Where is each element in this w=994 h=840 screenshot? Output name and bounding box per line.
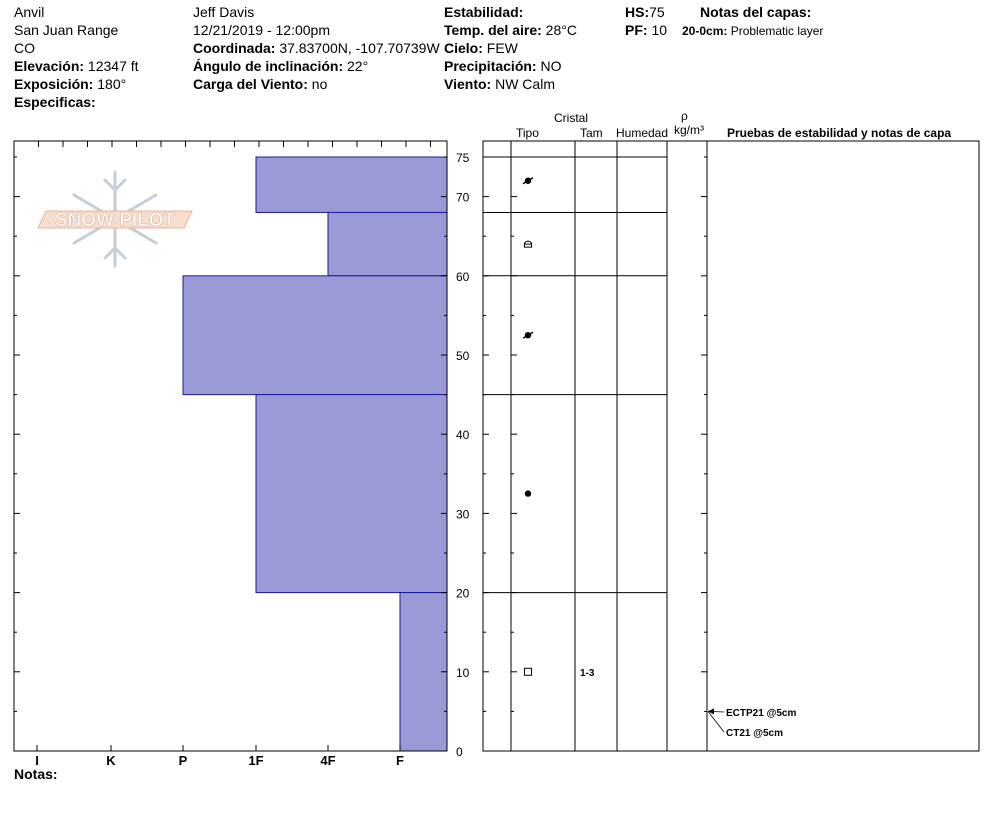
hardness-layer bbox=[327, 211, 448, 277]
hardness-tick-label: 4F bbox=[320, 753, 335, 768]
elevation-value: 12347 ft bbox=[87, 58, 139, 74]
hardness-tick-label: K bbox=[106, 753, 116, 768]
layer-table-frame bbox=[482, 140, 980, 752]
elevation-row: Elevación: 12347 ft bbox=[14, 58, 139, 74]
windload-value: no bbox=[311, 76, 328, 92]
layer-notes-label: Notas del capas: bbox=[700, 4, 812, 20]
rounded-grains-icon bbox=[524, 490, 532, 497]
hs-label: HS: bbox=[625, 4, 650, 20]
hardness-plot-frame bbox=[13, 140, 448, 752]
stability-label: Estabilidad: bbox=[444, 4, 524, 20]
sky-label: Cielo: bbox=[444, 40, 483, 56]
sky-row: Cielo: FEW bbox=[444, 40, 518, 56]
hardness-layer bbox=[255, 394, 448, 594]
windload-row: Carga del Viento: no bbox=[193, 76, 327, 92]
windload-label: Carga del Viento: bbox=[193, 76, 308, 92]
height-tick-label: 10 bbox=[456, 666, 470, 680]
logo-text: SNOW PILOT bbox=[55, 210, 176, 231]
crystal-size-label: 1-3 bbox=[580, 668, 595, 679]
col-type: Tipo bbox=[516, 126, 539, 140]
aspect-value: 180° bbox=[97, 76, 127, 92]
aspect-label: Exposición: bbox=[14, 76, 94, 92]
observer-name: Jeff Davis bbox=[193, 4, 255, 20]
col-rho: ρ bbox=[681, 109, 688, 123]
stability-tests: ECTP21 @5cm CT21 @5cm bbox=[707, 708, 796, 739]
airtemp-label: Temp. del aire: bbox=[444, 22, 542, 38]
coordinate-label: Coordinada: bbox=[193, 40, 276, 56]
range-name: San Juan Range bbox=[14, 22, 119, 38]
hs-value: 75 bbox=[649, 4, 665, 20]
rounded-faceted-icon bbox=[524, 240, 532, 248]
coordinate-value: 37.83700N, -107.70739W bbox=[279, 40, 440, 56]
layer-note-range: 20-0cm: bbox=[682, 24, 728, 38]
height-tick-label: 70 bbox=[456, 191, 470, 205]
table-column-lines bbox=[510, 141, 708, 751]
elevation-label: Elevación: bbox=[14, 58, 85, 74]
height-tick-label: 60 bbox=[456, 270, 470, 284]
test-label: ECTP21 @5cm bbox=[726, 708, 796, 719]
col-tests: Pruebas de estabilidad y notas de capa bbox=[727, 126, 952, 140]
hardness-layer bbox=[255, 156, 448, 213]
height-tick-label: 20 bbox=[456, 587, 470, 601]
snowpilot-logo: SNOW PILOT bbox=[37, 170, 193, 268]
wind-row: Viento: NW Calm bbox=[444, 76, 555, 92]
col-moisture: Humedad bbox=[616, 126, 669, 140]
location-name: Anvil bbox=[14, 4, 45, 20]
wind-value: NW Calm bbox=[495, 76, 555, 92]
slope-row: Ángulo de inclinación: 22° bbox=[193, 58, 368, 74]
decomposing-fragments-slash bbox=[522, 177, 534, 185]
table-row-lines bbox=[483, 156, 667, 594]
sky-value: FEW bbox=[486, 40, 518, 56]
layer-note-row: 20-0cm: Problematic layer bbox=[682, 23, 823, 39]
aspect-row: Exposición: 180° bbox=[14, 76, 126, 92]
hardness-layer bbox=[182, 275, 448, 396]
height-tick-label: 75 bbox=[456, 151, 470, 165]
notes-label: Notas: bbox=[14, 766, 58, 782]
hs-row: HS:75 bbox=[625, 4, 665, 20]
pf-value: 10 bbox=[651, 22, 668, 38]
height-tick-label: 40 bbox=[456, 428, 470, 442]
pf-label: PF: bbox=[625, 22, 648, 38]
col-size: Tam bbox=[580, 126, 603, 140]
faceted-crystals-icon bbox=[524, 667, 532, 676]
hardness-tick-label: I bbox=[35, 753, 39, 768]
specifics-label: Especificas: bbox=[14, 94, 96, 110]
hardness-layer bbox=[399, 592, 448, 752]
hardness-tick-label: P bbox=[179, 753, 188, 768]
layer-note-text: Problematic layer bbox=[730, 24, 824, 38]
precip-value: NO bbox=[540, 58, 562, 74]
col-crystal: Cristal bbox=[554, 111, 589, 125]
precip-label: Precipitación: bbox=[444, 58, 537, 74]
pf-row: PF: 10 bbox=[625, 22, 667, 38]
hardness-axis: I K P 1F 4F F bbox=[35, 745, 404, 768]
crystal-symbols: 1-3 bbox=[522, 177, 595, 679]
test-arrow-icon bbox=[708, 708, 714, 715]
slope-label: Ángulo de inclinación: bbox=[193, 58, 344, 74]
airtemp-value: 28°C bbox=[545, 22, 577, 38]
state-name: CO bbox=[14, 40, 35, 56]
wind-label: Viento: bbox=[444, 76, 492, 92]
airtemp-row: Temp. del aire: 28°C bbox=[444, 22, 577, 38]
obs-datetime: 12/21/2019 - 12:00pm bbox=[193, 22, 330, 38]
test-label: CT21 @5cm bbox=[726, 728, 783, 739]
slope-value: 22° bbox=[347, 58, 369, 74]
decomposing-fragments-slash bbox=[522, 331, 534, 339]
height-tick-label: 0 bbox=[456, 745, 463, 759]
hardness-tick-label: F bbox=[396, 753, 404, 768]
hardness-tick-label: 1F bbox=[248, 753, 263, 768]
hardness-layers bbox=[182, 156, 448, 752]
height-tick-label: 50 bbox=[456, 349, 470, 363]
test-pointer-line bbox=[707, 711, 725, 733]
height-tick-label: 30 bbox=[456, 507, 470, 521]
col-density: kg/m³ bbox=[674, 123, 704, 137]
precip-row: Precipitación: NO bbox=[444, 58, 561, 74]
top-ticks bbox=[13, 141, 431, 147]
coordinate-row: Coordinada: 37.83700N, -107.70739W bbox=[193, 40, 440, 56]
